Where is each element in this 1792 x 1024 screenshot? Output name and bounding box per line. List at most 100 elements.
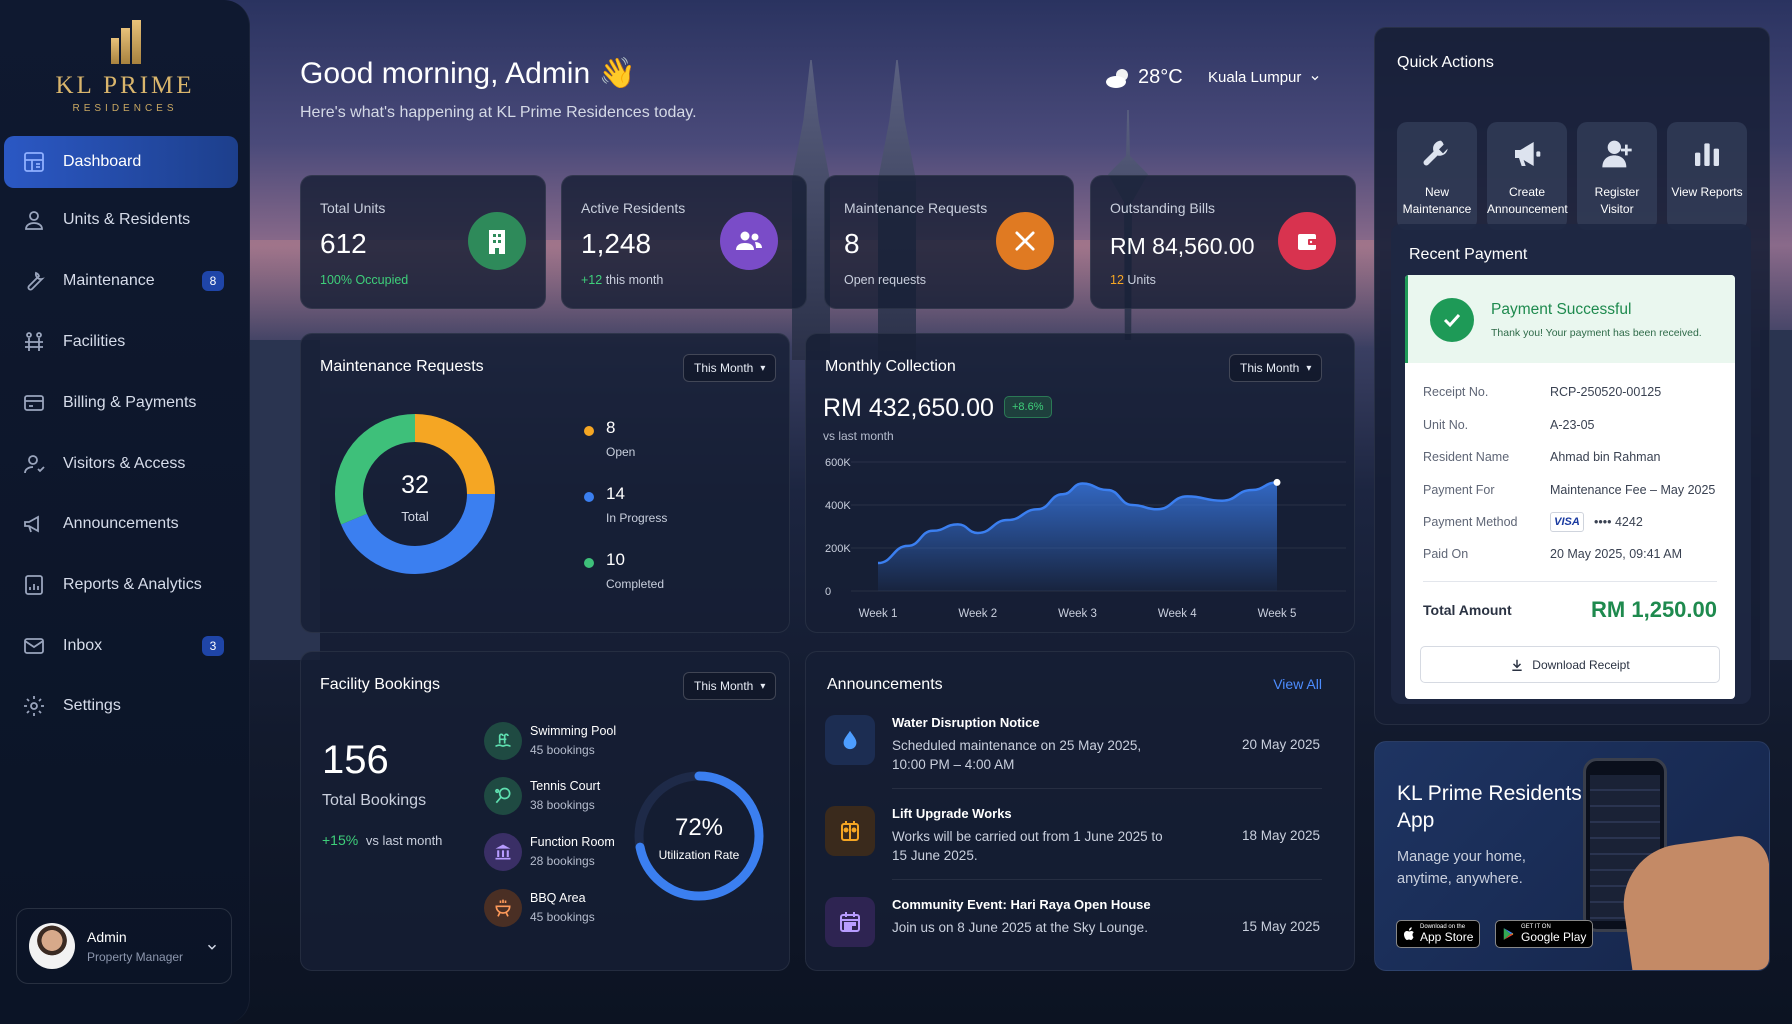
maintenance-requests-card: Maintenance Requests This Month ▾ 32 Tota…	[300, 333, 790, 633]
sidebar-item-facilities[interactable]: Facilities	[4, 316, 238, 368]
quick-action-register-visitor[interactable]: Register Visitor	[1577, 122, 1657, 230]
sidebar: KL PRIME RESIDENCES Dashboard Units & Re…	[0, 0, 250, 1024]
stat-sub-text: Units	[1123, 273, 1156, 287]
y-tick-label: 200K	[825, 543, 851, 555]
visa-card-icon: VISA	[1550, 512, 1584, 532]
sidebar-item-units-residents[interactable]: Units & Residents	[4, 194, 238, 246]
receipt-key: Receipt No.	[1423, 385, 1489, 399]
bar-chart-icon	[1695, 143, 1719, 166]
sidebar-item-dashboard[interactable]: Dashboard	[4, 136, 238, 188]
announcements-card: Announcements View All Water Disruption …	[805, 651, 1355, 971]
announcement-body: Works will be carried out from 1 June 20…	[892, 829, 1163, 863]
brand-title: KL PRIME	[55, 72, 195, 99]
payment-status: Payment Successful	[1491, 301, 1632, 318]
stat-card-active-residents[interactable]: Active Residents 1,248 +12 this month	[561, 175, 807, 309]
recent-payment-title: Recent Payment	[1409, 246, 1528, 263]
legend-dot	[584, 426, 594, 436]
bbq-icon	[484, 889, 522, 927]
building-icon	[468, 212, 526, 270]
announcement-item[interactable]: Water Disruption Notice Scheduled mainte…	[825, 715, 1320, 775]
mail-icon	[24, 638, 44, 654]
bookings-change-label: vs last month	[365, 833, 443, 848]
google-play-small-label: GET IT ON	[1521, 924, 1551, 930]
filter-dropdown[interactable]: This Month ▾	[683, 672, 777, 700]
receipt-card: Payment Successful Thank you! Your payme…	[1405, 275, 1735, 699]
facility-name: BBQ Area	[530, 891, 586, 905]
right-panel: Quick Actions New Maintenance Create Ann…	[1374, 27, 1770, 725]
sidebar-item-inbox[interactable]: Inbox 3	[4, 620, 238, 672]
view-all-link[interactable]: View All	[1273, 676, 1322, 692]
download-icon	[1512, 659, 1522, 671]
receipt-value: Maintenance Fee – May 2025	[1550, 483, 1716, 497]
total-amount-value: RM 1,250.00	[1591, 597, 1717, 622]
chevron-down-icon	[1311, 75, 1319, 80]
quick-action-label: View Reports	[1671, 185, 1743, 199]
stat-label: Maintenance Requests	[844, 200, 988, 216]
monthly-collection-card: Monthly Collection This Month ▾ RM 432,65…	[805, 333, 1355, 633]
stat-sub-highlight: 12	[1110, 273, 1124, 287]
wrench-icon	[1423, 140, 1448, 166]
facility-count: 45 bookings	[530, 910, 595, 924]
sidebar-item-label: Settings	[63, 697, 121, 714]
sidebar-item-reports-analytics[interactable]: Reports & Analytics	[4, 559, 238, 611]
quick-action-create-announcement[interactable]: Create Announcement	[1487, 122, 1568, 230]
divider	[1423, 581, 1717, 582]
receipt-value: A-23-05	[1550, 418, 1595, 432]
receipt-key: Resident Name	[1423, 450, 1510, 464]
location-selector[interactable]: Kuala Lumpur	[1208, 69, 1321, 86]
facility-count: 45 bookings	[530, 743, 595, 757]
stat-card-maintenance-requests[interactable]: Maintenance Requests 8 Open requests	[824, 175, 1074, 309]
filter-dropdown[interactable]: This Month ▾	[683, 354, 777, 382]
stat-sub: Open requests	[844, 273, 926, 287]
filter-dropdown[interactable]: This Month ▾	[1229, 354, 1323, 382]
cloud-sun-icon	[1106, 68, 1128, 88]
sidebar-item-visitors-access[interactable]: Visitors & Access	[4, 438, 238, 490]
donut-total-label: Total	[401, 509, 429, 524]
chevron-down-icon: ▾	[1306, 362, 1312, 374]
function-room-icon	[484, 833, 522, 871]
facility-name: Function Room	[530, 835, 615, 849]
stat-sub: 100% Occupied	[320, 273, 409, 287]
sidebar-item-label: Inbox	[63, 637, 103, 654]
sidebar-item-label: Announcements	[63, 515, 179, 532]
quick-action-view-reports[interactable]: View Reports	[1667, 122, 1747, 230]
tools-icon	[996, 212, 1054, 270]
check-circle-icon	[1430, 298, 1474, 342]
quick-action-new-maintenance[interactable]: New Maintenance	[1397, 122, 1477, 230]
add-user-icon	[1602, 140, 1632, 168]
announcement-item[interactable]: Lift Upgrade Works Works will be carried…	[825, 806, 1320, 866]
announcement-date: 20 May 2025	[1241, 737, 1320, 752]
wallet-icon	[1278, 212, 1336, 270]
download-receipt-button[interactable]: Download Receipt	[1420, 646, 1720, 683]
announcement-item[interactable]: Community Event: Hari Raya Open House Jo…	[825, 897, 1320, 947]
collection-amount: RM 432,650.00	[823, 394, 994, 422]
filter-label: This Month	[694, 679, 754, 693]
google-play-button[interactable]: GET IT ON Google Play	[1495, 920, 1594, 948]
utilization-ring	[634, 771, 764, 901]
utilization-value: 72%	[674, 814, 724, 841]
sidebar-item-label: Reports & Analytics	[63, 576, 202, 593]
megaphone-icon	[1515, 142, 1541, 166]
maintenance-badge: 8	[202, 271, 224, 291]
user-name: Admin	[87, 928, 127, 945]
stat-card-outstanding-bills[interactable]: Outstanding Bills RM 84,560.00 12 Units	[1090, 175, 1356, 309]
legend-label: In Progress	[606, 511, 668, 525]
billing-icon	[24, 395, 44, 411]
stat-value: 612	[320, 228, 367, 259]
app-store-button[interactable]: Download on the App Store	[1396, 920, 1481, 948]
sidebar-item-announcements[interactable]: Announcements	[4, 498, 238, 550]
stat-sub-highlight: +12	[581, 273, 603, 287]
sidebar-item-maintenance[interactable]: Maintenance 8	[4, 255, 238, 307]
user-profile-card[interactable]: Admin Property Manager	[16, 908, 232, 984]
collection-change-badge: +8.6%	[1004, 396, 1052, 418]
legend-value: 14	[606, 484, 625, 503]
receipt-key: Payment Method	[1423, 515, 1518, 529]
x-tick-label: Week 4	[1158, 608, 1197, 620]
legend-value: 8	[606, 418, 616, 437]
quick-actions-title: Quick Actions	[1397, 54, 1494, 71]
receipt-value: RCP-250520-00125	[1550, 385, 1662, 399]
donut-total: 32	[401, 471, 429, 499]
sidebar-item-settings[interactable]: Settings	[4, 680, 238, 732]
sidebar-item-billing-payments[interactable]: Billing & Payments	[4, 377, 238, 429]
stat-card-total-units[interactable]: Total Units 612 100% Occupied	[300, 175, 546, 309]
